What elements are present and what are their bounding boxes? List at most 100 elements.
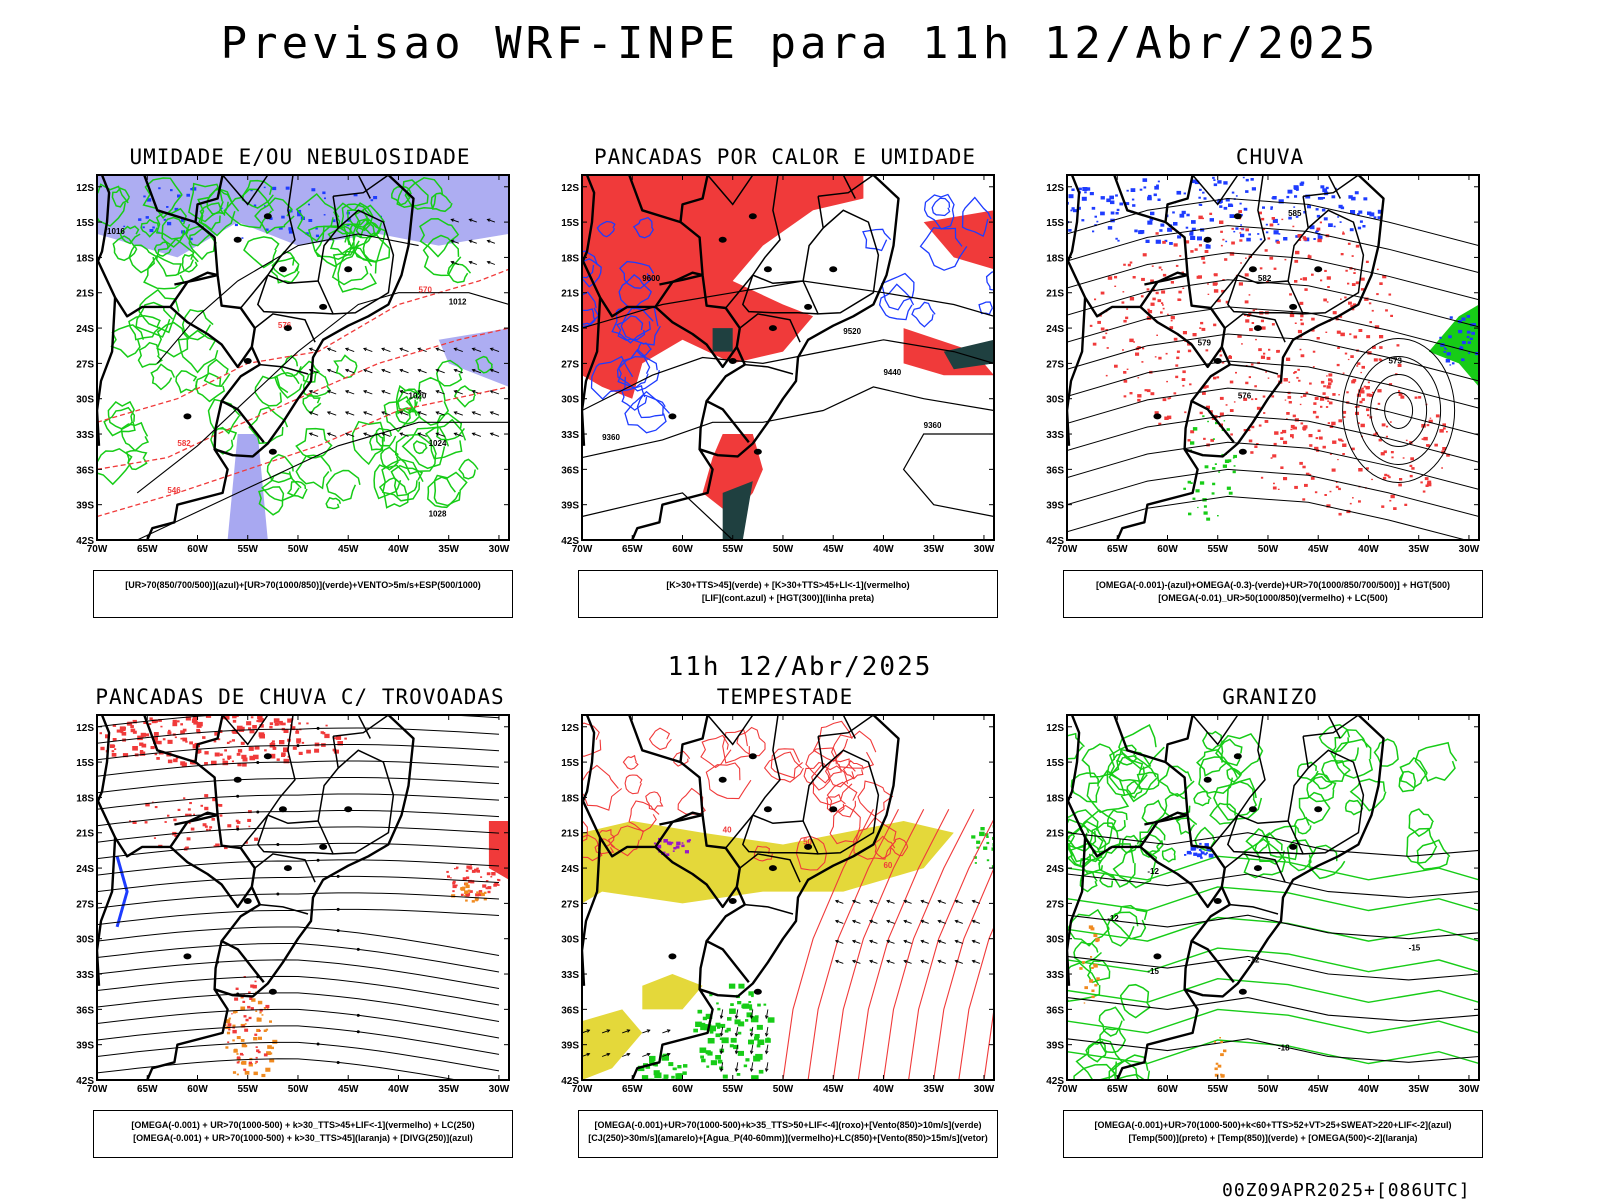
data-cell <box>225 1046 229 1049</box>
country-border <box>143 175 196 224</box>
data-cell <box>1233 465 1236 467</box>
lat-label: 33S <box>561 430 579 441</box>
contour-label: 576 <box>278 321 292 330</box>
legend-box: [OMEGA(-0.001)+UR>70(1000-500)+k<60+TTS>… <box>1063 1110 1483 1158</box>
data-cell <box>483 897 487 901</box>
data-cell <box>1132 276 1136 279</box>
data-cell <box>756 1044 761 1048</box>
wind-arrow-head <box>326 411 331 415</box>
data-cell <box>1213 273 1216 276</box>
data-cell <box>1290 424 1295 428</box>
wind-arrow <box>750 1009 754 1019</box>
lon-label: 45W <box>823 1084 844 1095</box>
lat-label: 36S <box>1046 1005 1064 1016</box>
wind-arrow-head <box>626 1029 631 1033</box>
data-cell <box>1161 302 1164 305</box>
data-cell <box>682 1071 687 1075</box>
data-cell <box>483 891 487 894</box>
wind-arrow-head <box>869 959 873 964</box>
lake-mark <box>748 753 757 760</box>
data-cell <box>1114 285 1117 287</box>
wind-arrow-head <box>626 1052 631 1057</box>
state-border <box>741 814 819 855</box>
data-cell <box>1294 186 1299 190</box>
lat-label: 36S <box>76 465 94 476</box>
data-cell <box>145 802 150 807</box>
state-border <box>744 903 794 915</box>
data-cell <box>1296 376 1299 379</box>
data-cell <box>315 227 318 230</box>
data-cell <box>1292 437 1294 439</box>
contour-line <box>1213 777 1263 821</box>
data-cell <box>1288 381 1291 383</box>
data-cell <box>751 1075 759 1080</box>
data-cell <box>1343 416 1346 418</box>
data-cell <box>306 749 311 754</box>
data-cell <box>1182 287 1185 289</box>
data-cell <box>1162 304 1164 306</box>
wind-arrow-head <box>851 919 856 924</box>
data-cell <box>1364 297 1369 301</box>
data-cell <box>1218 416 1221 419</box>
data-cell <box>1354 191 1359 195</box>
data-cell <box>480 876 483 878</box>
wind-arrow-head <box>363 347 367 352</box>
contour-line <box>395 384 419 415</box>
data-cell <box>1150 392 1155 396</box>
contour-line <box>136 292 509 494</box>
wind-arrow <box>955 920 963 924</box>
data-cell <box>241 1060 247 1065</box>
lat-label: 15S <box>561 758 579 769</box>
lake-mark <box>1203 236 1212 243</box>
data-cell <box>1349 228 1354 232</box>
data-cell <box>149 229 154 233</box>
contour-line <box>475 355 493 374</box>
data-cell <box>471 900 475 903</box>
data-cell <box>241 1043 247 1048</box>
data-cell <box>143 721 147 724</box>
lat-label: 27S <box>561 359 579 370</box>
state-border <box>254 853 316 883</box>
data-cell <box>1122 291 1125 293</box>
data-cell <box>248 1063 253 1067</box>
data-cell <box>452 884 457 889</box>
data-cell <box>1126 308 1129 310</box>
data-cell <box>132 719 137 724</box>
panel-title: GRANIZO <box>1222 685 1318 709</box>
lat-label: 18S <box>76 793 94 804</box>
lake-mark <box>718 776 727 783</box>
contour-line <box>923 193 955 230</box>
data-cell <box>1322 188 1328 193</box>
state-border <box>256 274 334 315</box>
data-cell <box>1271 323 1275 326</box>
wind-arrow <box>903 940 912 944</box>
data-cell <box>200 804 203 807</box>
contour-line <box>203 358 231 387</box>
data-cell <box>1189 232 1194 236</box>
wind-arrow <box>765 1044 769 1054</box>
lake-mark <box>753 988 762 995</box>
panel-chuva: CHUVA 585 582 579 576 573 12S 15S 18S 21S 24S 27S 3… <box>1045 145 1495 625</box>
data-cell <box>1229 380 1234 384</box>
data-cell <box>1132 204 1136 207</box>
contour-line <box>878 283 915 321</box>
data-cell <box>1426 444 1430 447</box>
legend-line: [K>30+TTS>45](verde) + [K>30+TTS>45+LI<-… <box>666 580 910 590</box>
data-cell <box>1280 437 1284 440</box>
data-cell <box>1356 393 1361 397</box>
data-cell <box>217 738 221 741</box>
field-area <box>923 210 994 270</box>
contour-line <box>763 751 804 783</box>
data-cell <box>1283 378 1288 382</box>
lake-mark <box>1203 776 1212 783</box>
data-cell <box>1286 195 1290 199</box>
contour-line <box>1118 724 1165 771</box>
data-cell <box>1203 197 1207 200</box>
data-cell <box>1200 851 1205 855</box>
data-cell <box>239 1052 243 1056</box>
data-cell <box>248 1061 252 1065</box>
data-cell <box>174 207 179 211</box>
data-cell <box>728 983 736 989</box>
data-cell <box>1347 282 1350 285</box>
data-cell <box>1398 392 1403 396</box>
